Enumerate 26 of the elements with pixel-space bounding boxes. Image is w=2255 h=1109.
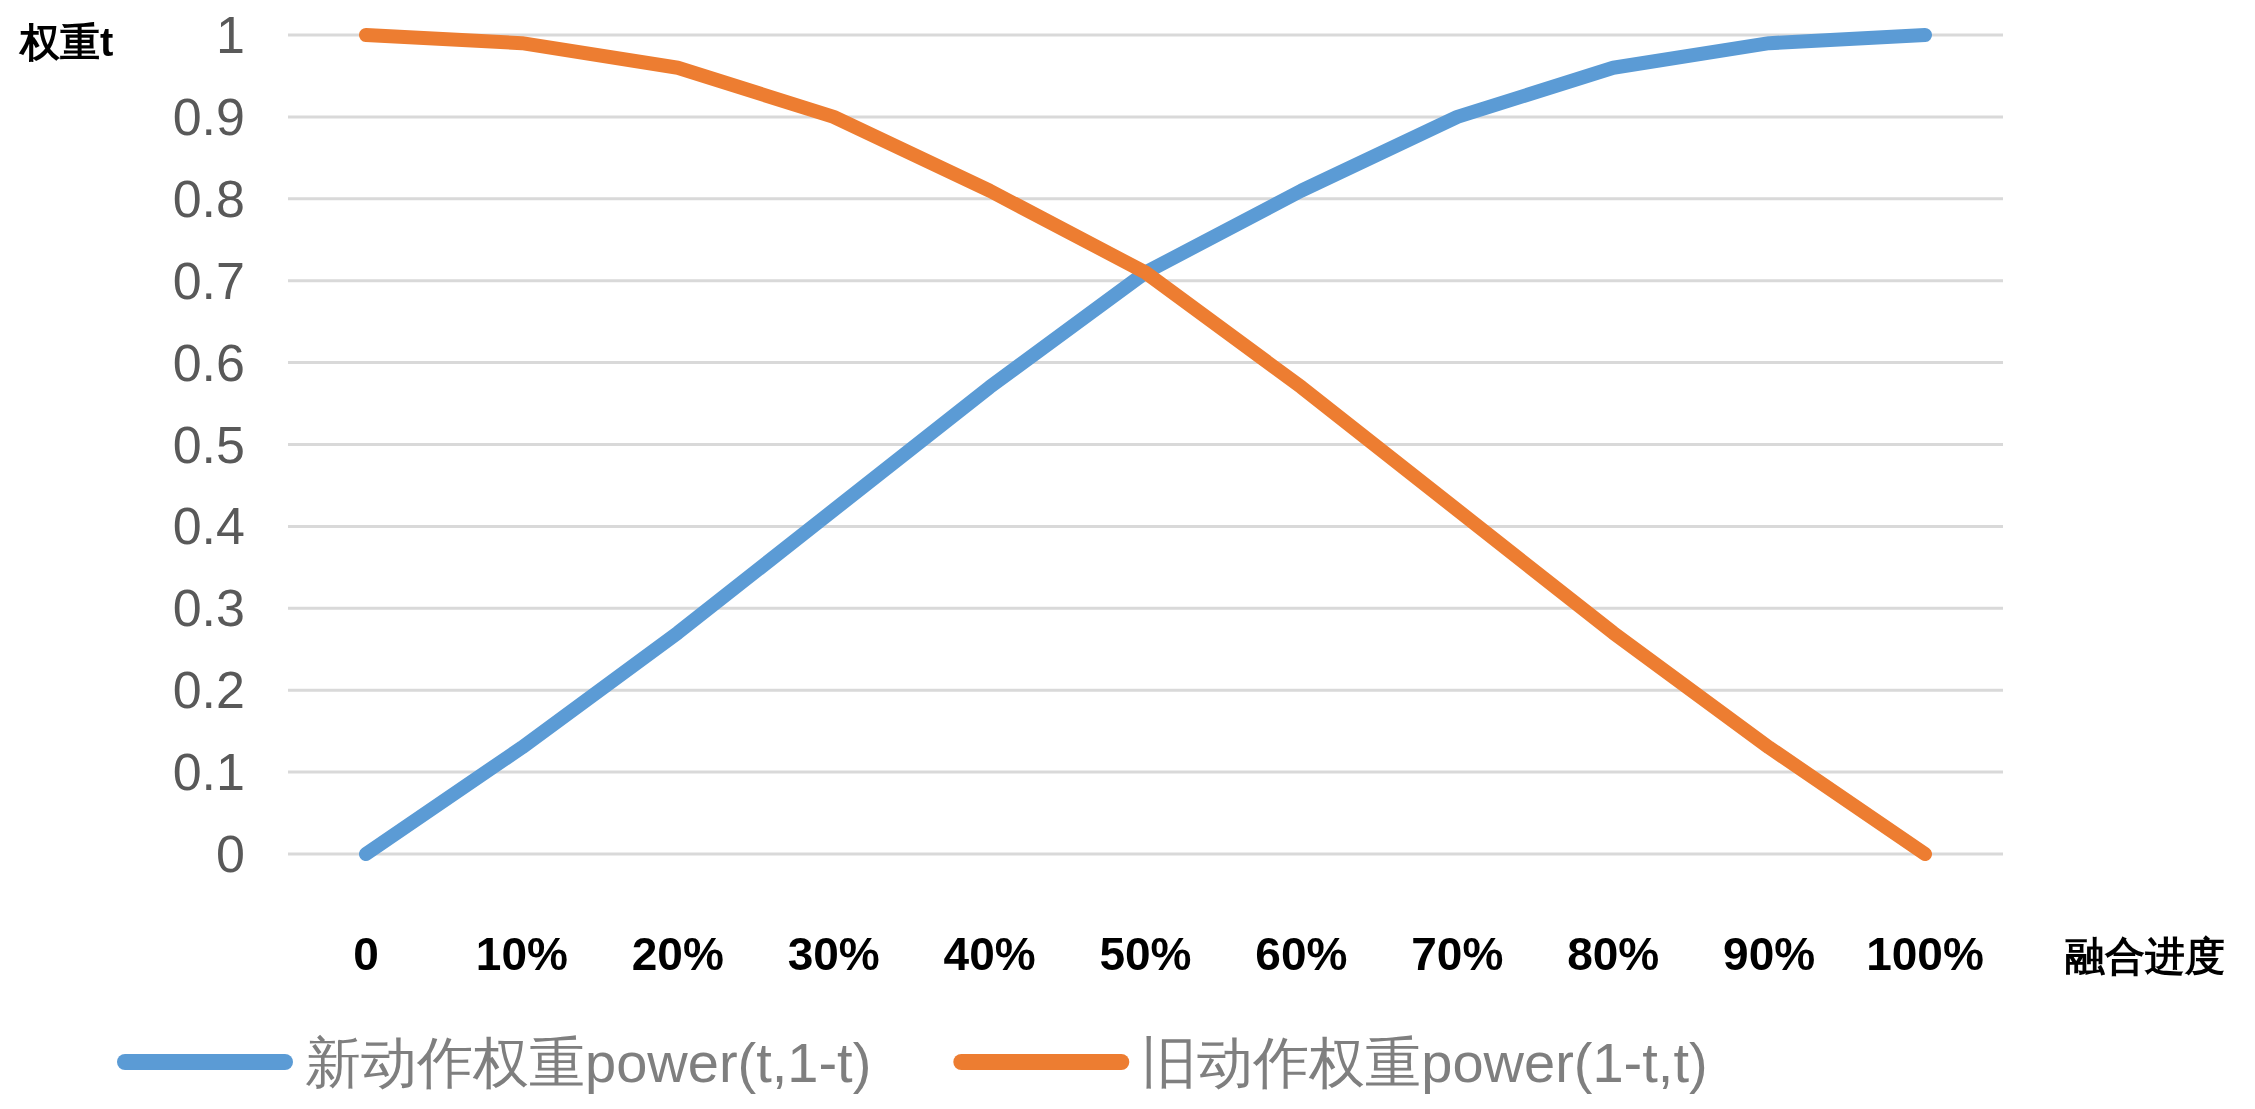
y-tick-label: 0.6 xyxy=(172,333,245,392)
y-tick-label: 0.5 xyxy=(172,415,245,474)
y-tick-label: 0.2 xyxy=(172,661,245,720)
y-tick-label: 0.1 xyxy=(172,743,245,802)
x-tick-label: 50% xyxy=(1099,928,1192,980)
legend-label: 旧动作权重power(1-t,t) xyxy=(1141,1031,1708,1094)
x-tick-label: 80% xyxy=(1567,928,1660,980)
y-tick-label: 0.8 xyxy=(172,169,245,228)
x-tick-label: 100% xyxy=(1866,928,1984,980)
legend-label: 新动作权重power(t,1-t) xyxy=(305,1031,872,1094)
y-axis-title: 权重t xyxy=(18,20,114,64)
y-tick-label: 1 xyxy=(216,6,245,64)
x-tick-label: 0 xyxy=(353,928,379,980)
y-tick-label: 0.9 xyxy=(172,87,245,146)
x-tick-label: 70% xyxy=(1411,928,1504,980)
y-tick-label: 0.7 xyxy=(172,251,245,310)
y-tick-label: 0.4 xyxy=(172,497,245,556)
y-tick-label: 0 xyxy=(216,825,245,883)
x-tick-label: 90% xyxy=(1723,928,1816,980)
x-tick-label: 10% xyxy=(475,928,568,980)
x-tick-label: 60% xyxy=(1255,928,1348,980)
x-tick-label: 20% xyxy=(631,928,724,980)
x-tick-label: 40% xyxy=(943,928,1036,980)
x-tick-label: 30% xyxy=(787,928,880,980)
x-axis-title: 融合进度 xyxy=(2065,934,2225,978)
y-tick-label: 0.3 xyxy=(172,579,245,638)
